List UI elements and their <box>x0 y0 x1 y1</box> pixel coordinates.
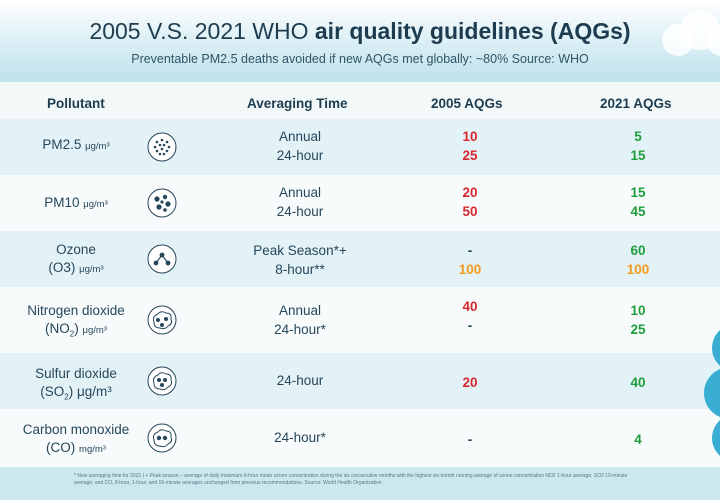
aqg-2005-values: - <box>467 432 473 447</box>
particles-icon <box>147 132 177 162</box>
ozone-molecule-icon <box>147 244 177 274</box>
co-molecule-icon <box>147 423 177 453</box>
table-row-nitrogen-dioxide: Nitrogen dioxide (NO2) μg/m³ Annual 24-hou… <box>0 287 720 353</box>
averaging-time: Annual 24-hour <box>276 129 324 163</box>
no2-molecule-icon <box>147 305 177 335</box>
page-subtitle: Preventable PM2.5 deaths avoided if new … <box>131 52 589 66</box>
pollutant-name: Sulfur dioxide (SO2) μg/m³ <box>35 366 117 402</box>
column-header-pollutant: Pollutant <box>47 96 105 111</box>
pollutant-name: Ozone (O3) μg/m³ <box>48 242 104 275</box>
aqg-2021-values: 40 <box>630 375 646 390</box>
so2-molecule-icon <box>147 366 177 396</box>
aqg-2021-values: 5 15 <box>630 129 646 163</box>
table-row-carbon-monoxide: Carbon monoxide (CO) mg/m³ 24-hour* - 4 <box>0 409 720 467</box>
aqg-2005-values: 40- <box>462 299 478 333</box>
footnote: * New averaging time for 2021 | + Peak s… <box>74 473 628 486</box>
averaging-time: 24-hour* <box>274 430 326 445</box>
cloud-icon <box>662 10 720 56</box>
aqg-2005-values: 20 50 <box>462 185 478 219</box>
averaging-time: Annual 24-hour <box>276 185 324 219</box>
table-row-pm25: PM2.5 μg/m³ Annual 24-hour 10 25 5 15 <box>0 119 720 175</box>
aqg-2021-values: 60 100 <box>626 243 650 277</box>
table-row-ozone: Ozone (O3) μg/m³ Peak Season*+ 8-hour** -1… <box>0 231 720 287</box>
table-row-sulfur-dioxide: Sulfur dioxide (SO2) μg/m³ 24-hour 20 40 <box>0 353 720 409</box>
column-header-2005: 2005 AQGs <box>431 96 503 111</box>
particles-large-icon <box>147 188 177 218</box>
aqg-2021-values: 4 <box>634 432 642 447</box>
pollutant-name: Carbon monoxide (CO) mg/m³ <box>22 422 130 455</box>
averaging-time: 24-hour <box>276 373 324 388</box>
pollutant-name: Nitrogen dioxide (NO2) μg/m³ <box>27 303 125 339</box>
aqg-2021-values: 15 45 <box>630 185 646 219</box>
pollutant-name: PM2.5 μg/m³ <box>42 137 110 152</box>
table-row-pm10: PM10 μg/m³ Annual 24-hour 20 50 15 45 <box>0 175 720 231</box>
aqg-2005-values: 10 25 <box>462 129 478 163</box>
column-header-averaging-time: Averaging Time <box>247 96 348 111</box>
averaging-time: Peak Season*+ 8-hour** <box>253 243 347 277</box>
column-header-2021: 2021 AQGs <box>600 96 672 111</box>
aqg-2005-values: 20 <box>462 375 478 390</box>
header-banner: 2005 V.S. 2021 WHO air quality guideline… <box>0 0 720 82</box>
decorative-cloud-shape <box>704 330 720 456</box>
aqg-2021-values: 10 25 <box>630 303 646 337</box>
page-title: 2005 V.S. 2021 WHO air quality guideline… <box>89 18 631 44</box>
pollutant-name: PM10 μg/m³ <box>44 195 108 210</box>
averaging-time: Annual 24-hour* <box>274 303 326 337</box>
footer: * New averaging time for 2021 | + Peak s… <box>0 467 720 500</box>
aqg-2005-values: -100 <box>458 243 482 277</box>
